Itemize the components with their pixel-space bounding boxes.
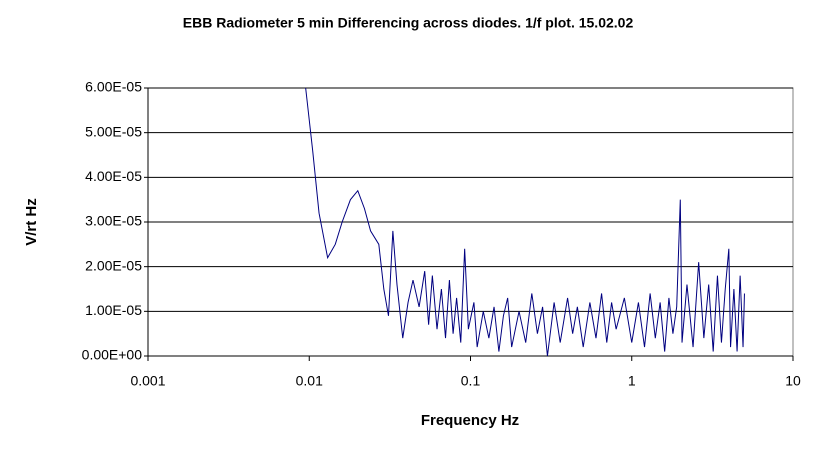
x-tick-label: 10	[785, 373, 801, 389]
y-tick-label: 1.00E-05	[85, 302, 142, 318]
y-axis-label: V/rt Hz	[23, 198, 40, 246]
x-tick-label: 0.1	[461, 373, 481, 389]
y-tick-label: 4.00E-05	[85, 168, 142, 184]
chart-title: EBB Radiometer 5 min Differencing across…	[183, 15, 634, 31]
data-line	[305, 87, 745, 357]
y-tick-label: 2.00E-05	[85, 257, 142, 273]
y-tick-label: 5.00E-05	[85, 123, 142, 139]
x-tick-label: 0.001	[130, 373, 165, 389]
y-tick-label: 3.00E-05	[85, 213, 142, 229]
y-tick-label: 6.00E-05	[85, 79, 142, 95]
y-tick-label: 0.00E+00	[82, 347, 143, 363]
x-tick-label: 1	[628, 373, 636, 389]
x-axis-label: Frequency Hz	[421, 412, 519, 429]
x-tick-label: 0.01	[296, 373, 323, 389]
